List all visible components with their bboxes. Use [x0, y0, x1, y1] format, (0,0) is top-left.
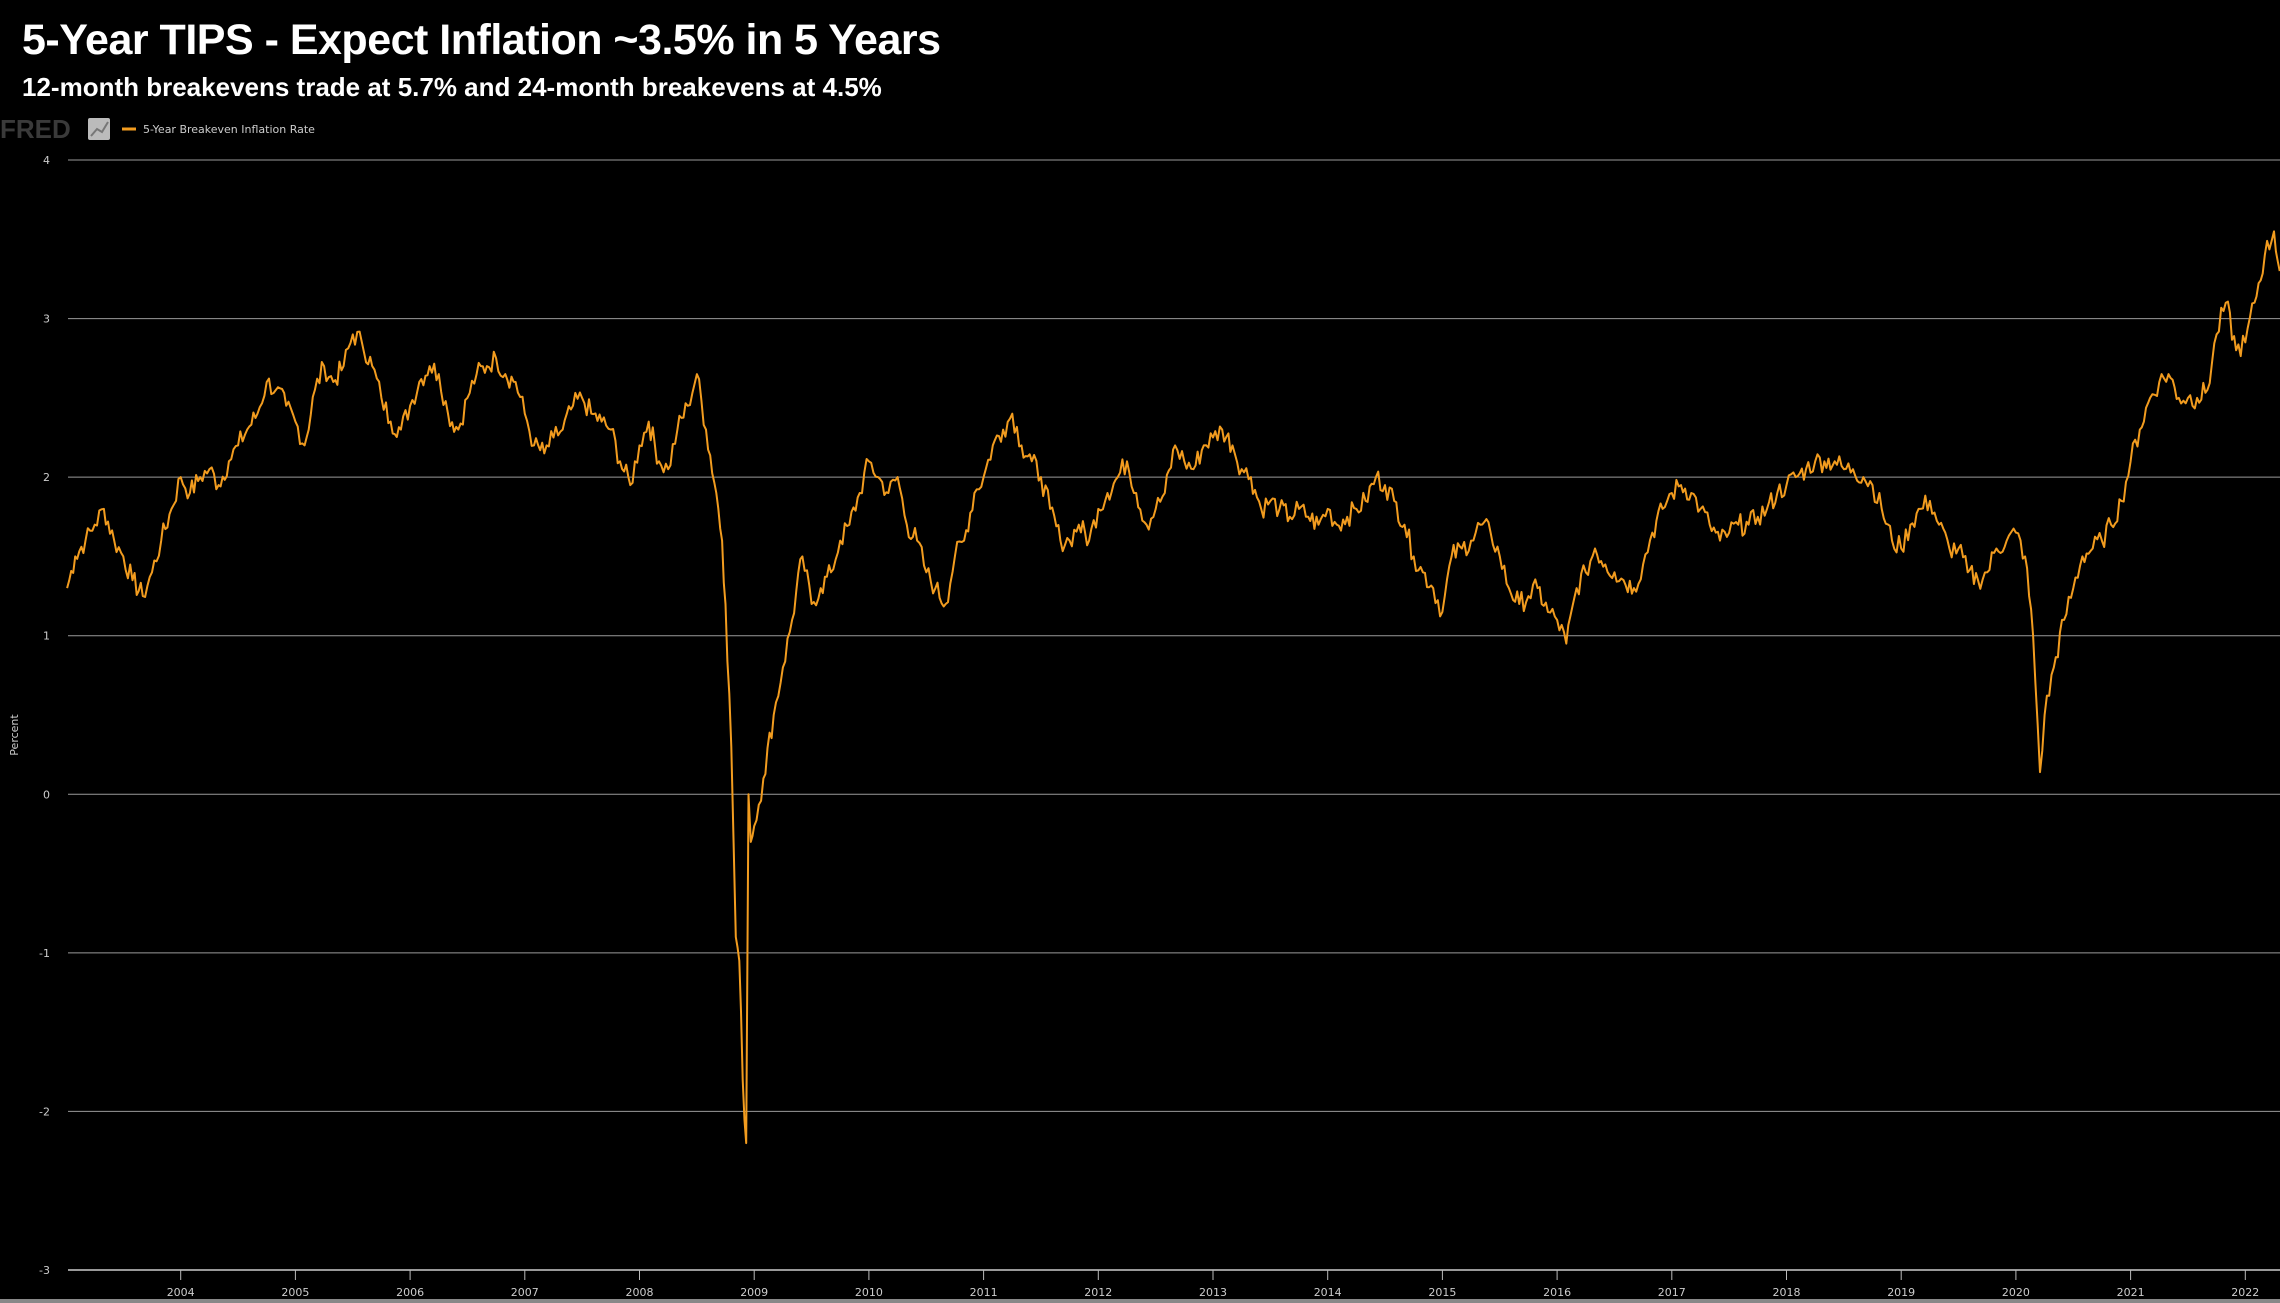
x-tick-label: 2020	[2002, 1286, 2030, 1299]
x-tick-label: 2018	[1773, 1286, 1801, 1299]
fred-logo: FRED	[0, 114, 110, 144]
y-tick-label: -1	[39, 947, 50, 960]
chart-subtitle: 12-month breakevens trade at 5.7% and 24…	[22, 72, 882, 102]
y-tick-label: 2	[43, 471, 50, 484]
x-tick-label: 2010	[855, 1286, 883, 1299]
y-tick-label: -3	[39, 1264, 50, 1277]
x-tick-label: 2019	[1887, 1286, 1915, 1299]
x-tick-label: 2011	[970, 1286, 998, 1299]
x-tick-label: 2017	[1658, 1286, 1686, 1299]
x-tick-label: 2007	[511, 1286, 539, 1299]
series-line-5y-breakeven	[66, 230, 2280, 1145]
x-tick-label: 2022	[2231, 1286, 2259, 1299]
x-tick-label: 2004	[167, 1286, 195, 1299]
y-tick-label: 3	[43, 313, 50, 326]
chart-line-icon	[88, 118, 110, 140]
x-tick-label: 2012	[1084, 1286, 1112, 1299]
y-tick-label: 0	[43, 788, 50, 801]
legend-label: 5-Year Breakeven Inflation Rate	[143, 123, 315, 136]
fred-logo-text: FRED	[0, 114, 71, 144]
y-axis-label: Percent	[8, 714, 21, 756]
legend: 5-Year Breakeven Inflation Rate	[122, 123, 315, 136]
chart-title: 5-Year TIPS - Expect Inflation ~3.5% in …	[22, 16, 941, 64]
x-tick-label: 2005	[281, 1286, 309, 1299]
x-tick-label: 2021	[2117, 1286, 2145, 1299]
x-tick-label: 2014	[1314, 1286, 1342, 1299]
y-tick-label: 1	[43, 630, 50, 643]
x-tick-label: 2006	[396, 1286, 424, 1299]
x-tick-label: 2015	[1428, 1286, 1456, 1299]
bottom-border	[0, 1299, 2280, 1303]
x-tick-label: 2016	[1543, 1286, 1571, 1299]
x-tick-label: 2008	[626, 1286, 654, 1299]
y-tick-label: 4	[43, 154, 50, 167]
y-tick-label: -2	[39, 1105, 50, 1118]
x-tick-label: 2013	[1199, 1286, 1227, 1299]
x-tick-label: 2009	[740, 1286, 768, 1299]
